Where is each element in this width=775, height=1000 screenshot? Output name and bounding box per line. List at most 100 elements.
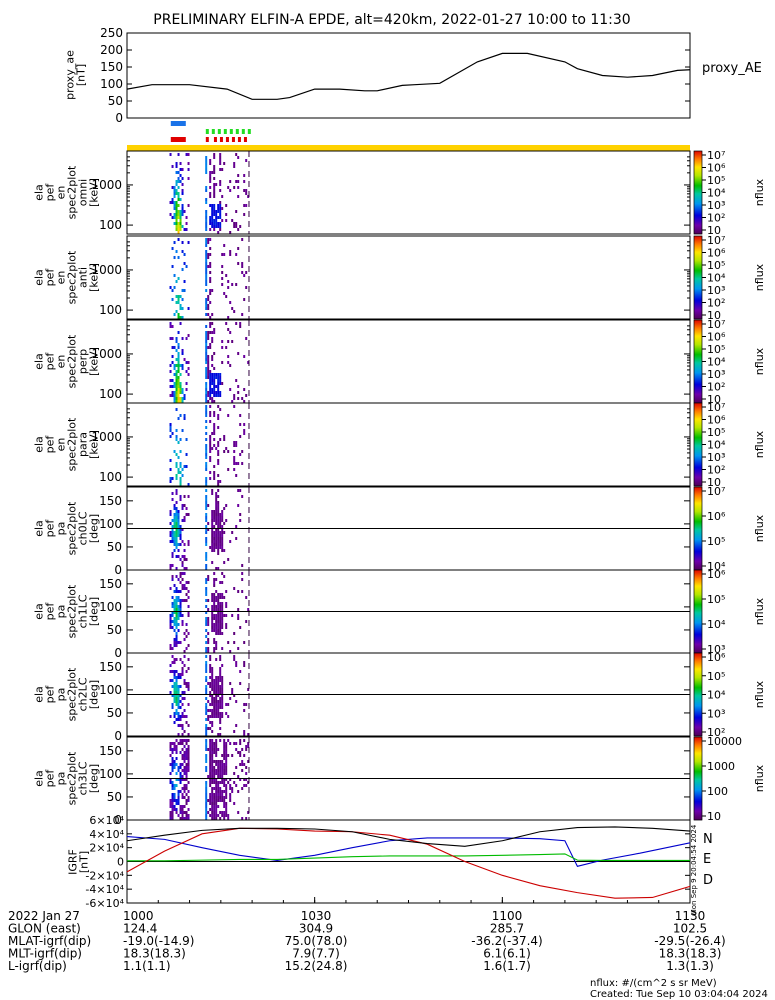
spectrogram-cell: [169, 664, 172, 667]
spectrogram-cell: [175, 635, 178, 638]
colorbar-strip: [694, 631, 702, 633]
spectrogram-cell: [213, 207, 216, 210]
spectrogram-cell: [177, 198, 180, 201]
spectrogram-cell: [209, 411, 212, 414]
colorbar-strip: [694, 274, 702, 276]
spectrogram-cell: [237, 180, 240, 183]
spectrogram-cell: [185, 453, 188, 456]
spectrogram-cell: [175, 620, 178, 623]
colorbar-tick-label: 10³: [707, 643, 725, 656]
spectrogram-cell: [185, 721, 188, 724]
colorbar-strip: [694, 360, 702, 362]
spectrogram-cell: [205, 355, 208, 358]
colorbar-tick-label: 10⁵: [707, 259, 725, 272]
panel-ytick-label: 50: [107, 540, 122, 554]
spectrogram-cell: [233, 730, 236, 733]
colorbar-strip: [694, 598, 702, 600]
spectrogram-cell: [173, 367, 176, 370]
colorbar-tick-label: 10: [707, 393, 721, 406]
spectrogram-cell: [221, 620, 224, 623]
spectrogram-cell: [205, 373, 208, 376]
spectrogram-cell: [175, 349, 178, 352]
spectrogram-cell: [209, 784, 212, 787]
spectrogram-cell: [217, 373, 220, 376]
spectrogram-cell: [213, 382, 216, 385]
spectrogram-cell: [213, 189, 216, 192]
colorbar-strip: [694, 727, 702, 729]
spectrogram-cell: [209, 670, 212, 673]
spectrogram-cell: [215, 531, 218, 534]
colorbar-strip: [694, 426, 702, 428]
spectrogram-cell: [209, 376, 212, 379]
colorbar-strip: [694, 206, 702, 208]
spectrogram-cell: [205, 244, 208, 247]
spectrogram-cell: [173, 805, 176, 808]
green-bar-dash: [205, 129, 209, 134]
colorbar-strip: [694, 352, 702, 354]
spectrogram-cell: [239, 739, 242, 742]
spectrogram-cell: [183, 778, 186, 781]
spectrogram-cell: [215, 394, 218, 397]
spectrogram-cell: [177, 177, 180, 180]
panel-ytick-label: 50: [107, 706, 122, 720]
spectrogram-cell: [169, 459, 172, 462]
colorbar-strip: [694, 748, 702, 750]
spectrogram-cell: [211, 805, 214, 808]
spectrogram-cell: [205, 555, 208, 558]
colorbar-strip: [694, 307, 702, 309]
colorbar-strip: [694, 160, 702, 162]
spectrogram-cell: [205, 201, 208, 204]
panel-ytick-label: 0: [114, 813, 122, 827]
spectrogram-cell: [169, 435, 172, 438]
colorbar-strip: [694, 490, 702, 492]
panel-ch3LC-label-3: spec2plot: [66, 751, 79, 805]
colorbar-strip: [694, 604, 702, 606]
spectrogram-cell: [217, 516, 220, 519]
spectrogram-cell: [205, 438, 208, 441]
colorbar-strip: [694, 564, 702, 566]
spectrogram-cell: [177, 376, 180, 379]
spectrogram-cell: [211, 313, 214, 316]
spectrogram-cell: [211, 694, 214, 697]
spectrogram-cell: [177, 210, 180, 213]
spectrogram-cell: [227, 355, 230, 358]
colorbar-strip: [694, 637, 702, 639]
spectrogram-cell: [169, 679, 172, 682]
spectrogram-cell: [227, 286, 230, 289]
colorbar-strip: [694, 603, 702, 605]
spectrogram-cell: [181, 364, 184, 367]
colorbar-strip: [694, 191, 702, 193]
panel-ch3LC-label-0: ela: [33, 770, 46, 787]
panel-para-label-4: para: [77, 432, 90, 457]
colorbar-strip: [694, 432, 702, 434]
spectrogram-cell: [173, 531, 176, 534]
spectrogram-cell: [175, 605, 178, 608]
spectrogram-cell: [217, 617, 220, 620]
panel-ch2LC-label-5: [deg]: [88, 680, 101, 709]
colorbar-strip: [694, 318, 702, 320]
spectrogram-cell: [179, 706, 182, 709]
spectrogram-cell: [183, 549, 186, 552]
colorbar-strip: [694, 772, 702, 774]
spectrogram-cell: [219, 537, 222, 540]
colorbar-strip: [694, 330, 702, 332]
colorbar-strip: [694, 442, 702, 444]
spectrogram-cell: [229, 301, 232, 304]
spectrogram-cell: [237, 462, 240, 465]
spectrogram-cell: [171, 784, 174, 787]
colorbar-strip: [694, 415, 702, 417]
colorbar-strip: [694, 247, 702, 249]
igrf-ytick-label: 2×10⁴: [89, 842, 124, 855]
colorbar-strip: [694, 394, 702, 396]
spectrogram-cell: [181, 337, 184, 340]
proxy-ae-tick-label: 150: [100, 60, 123, 74]
spectrogram-cell: [237, 156, 240, 159]
spectrogram-cell: [205, 253, 208, 256]
panel-omni-label-4: omni: [77, 179, 90, 206]
spectrogram-cell: [205, 498, 208, 501]
panel-ch0LC-label-3: spec2plot: [66, 501, 79, 555]
spectrogram-cell: [175, 250, 178, 253]
spectrogram-cell: [219, 733, 222, 736]
igrf-panel: -6×10⁴-4×10⁴-2×10⁴02×10⁴4×10⁴6×10⁴IGRF[n…: [67, 814, 714, 915]
spectrogram-cell: [217, 528, 220, 531]
